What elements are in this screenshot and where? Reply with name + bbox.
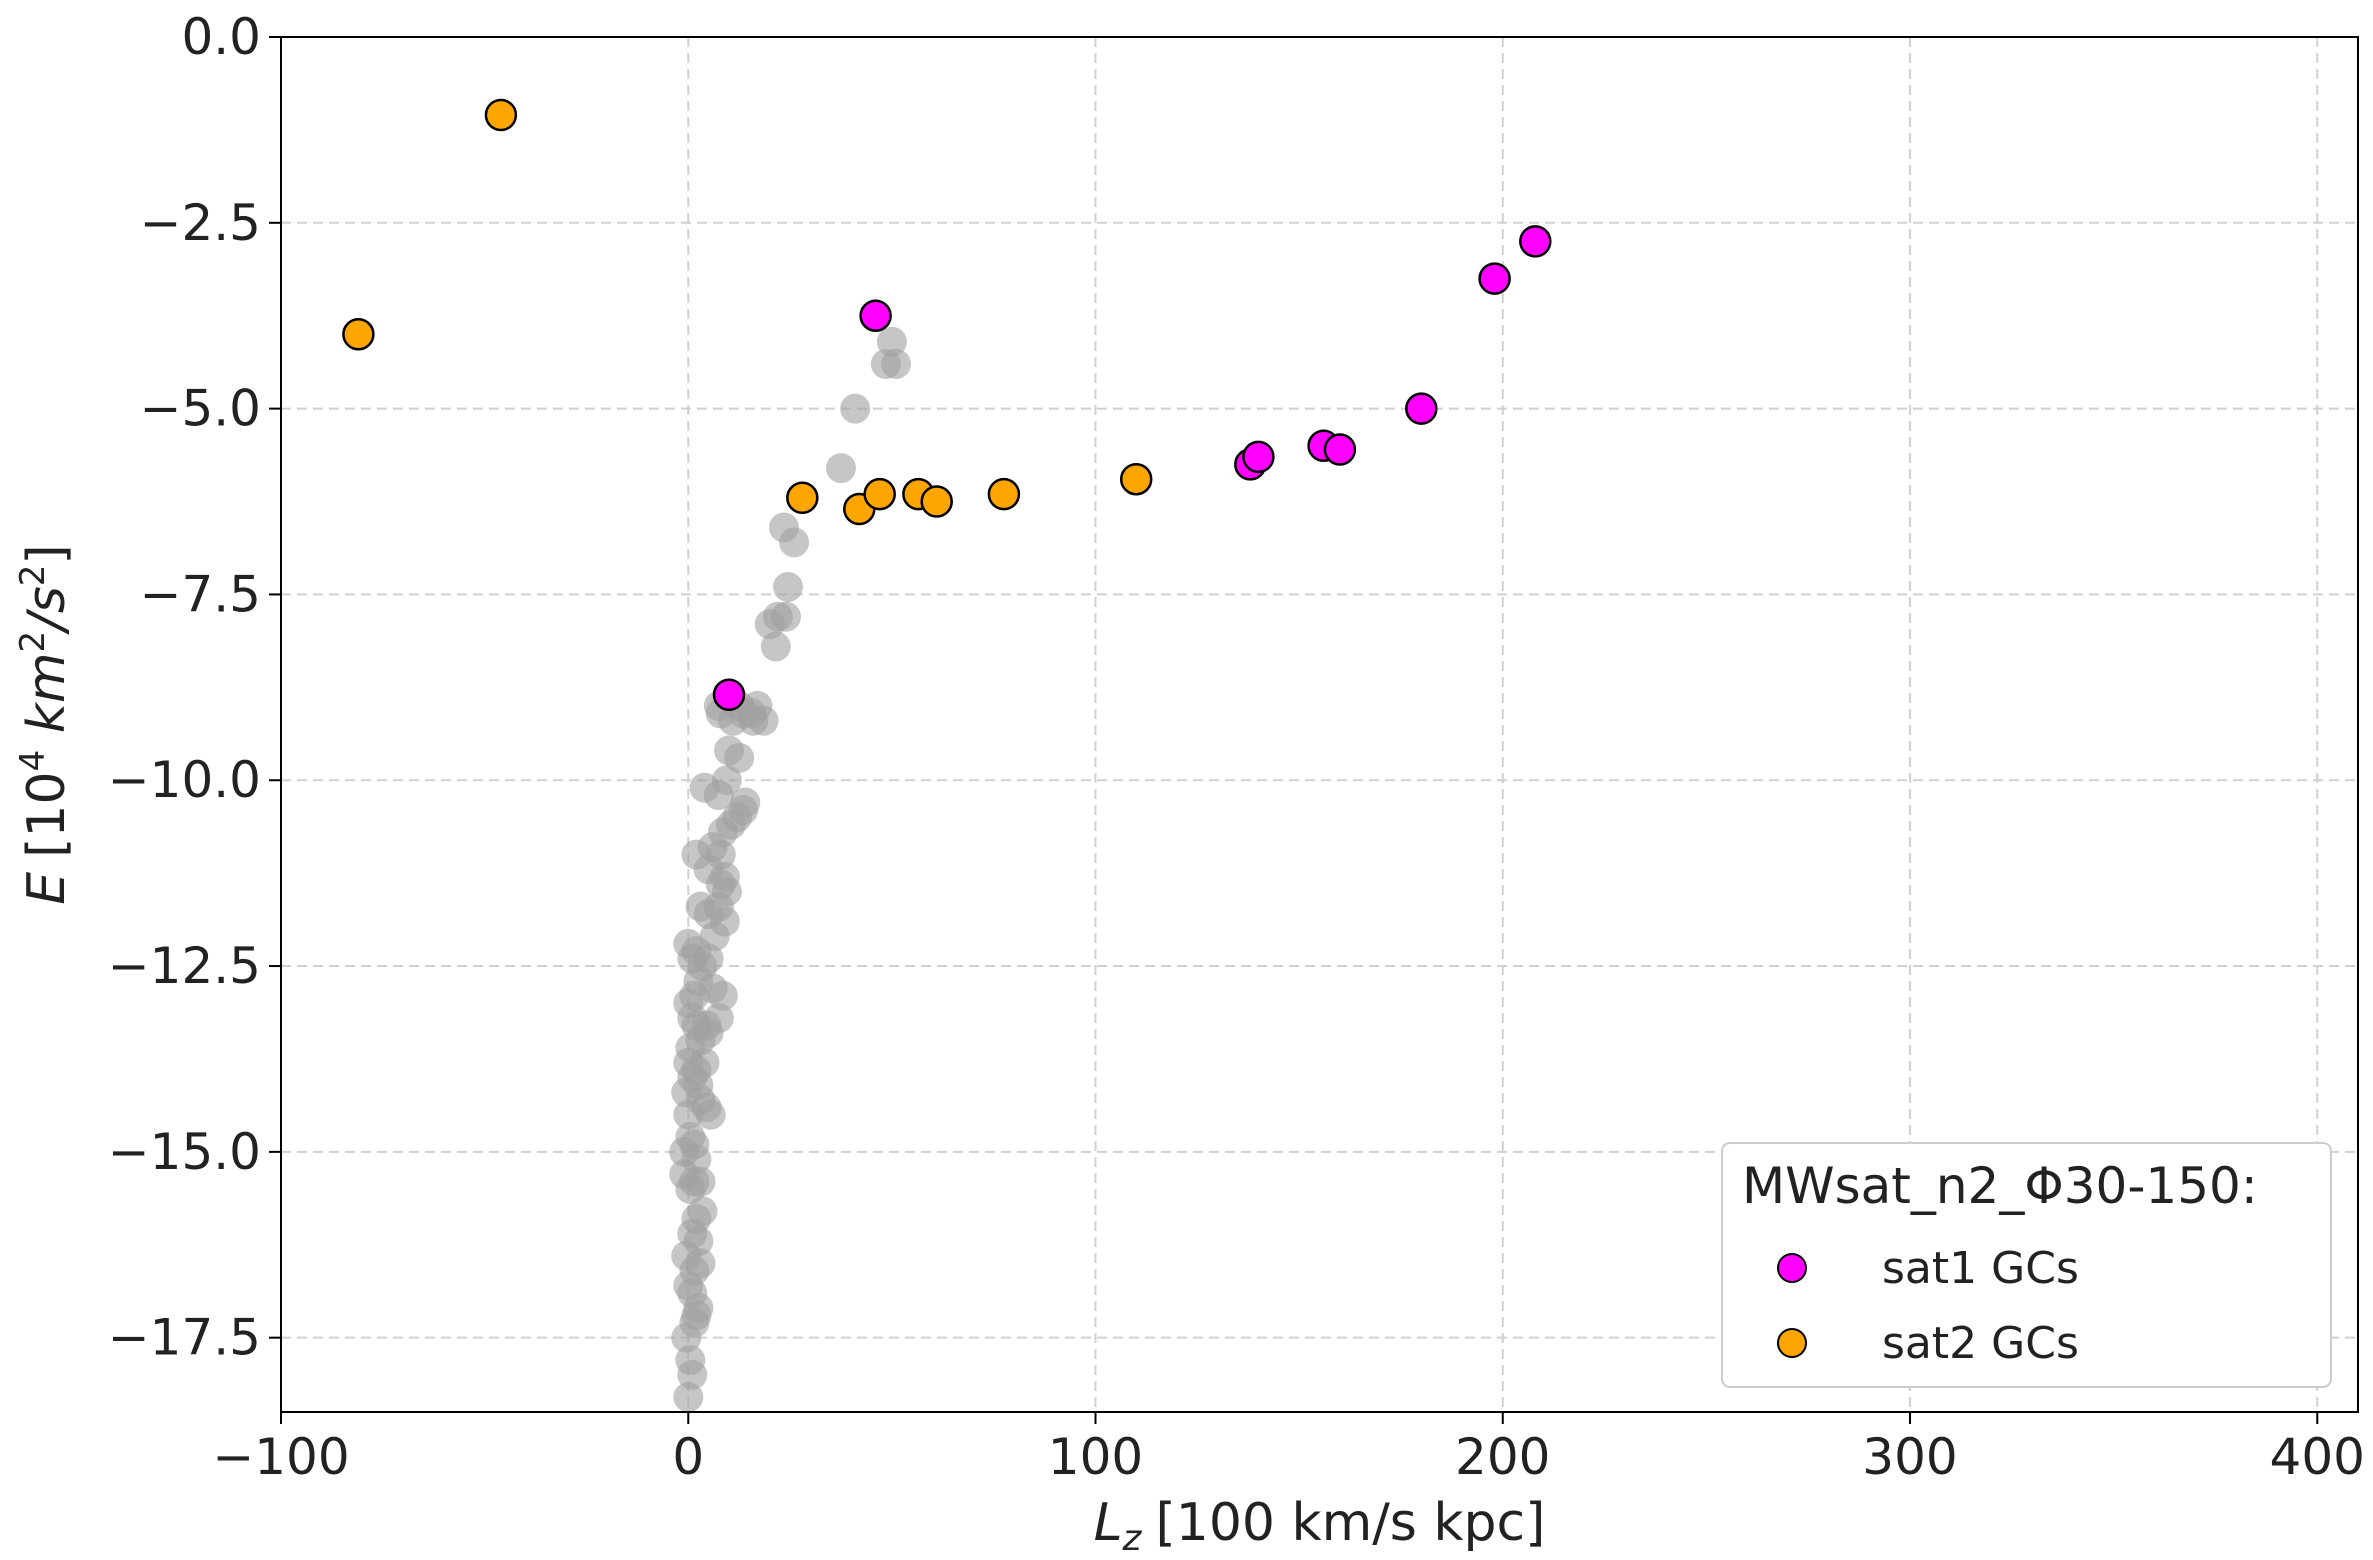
background-point (673, 1382, 704, 1413)
y-tick-label: 0.0 (181, 8, 261, 66)
y-label-exp3: 2 (13, 565, 53, 587)
background-point (714, 735, 744, 766)
y-axis-label: E[104 km2/s2] (13, 544, 77, 904)
y-tick-label: −15.0 (108, 1123, 261, 1181)
x-label-units: [100 km/s kpc] (1155, 1493, 1545, 1553)
y-tick-label: −17.5 (108, 1309, 261, 1367)
y-label-s: /s (17, 586, 77, 635)
legend-marker-sat1 (1777, 1253, 1807, 1283)
background-point (687, 1196, 718, 1227)
x-tick-label: 100 (1048, 1428, 1143, 1486)
sat1-point (1405, 392, 1438, 425)
background-point (675, 1345, 706, 1375)
x-tick-label: 0 (672, 1428, 704, 1486)
x-tick-label: 300 (1862, 1428, 1957, 1486)
background-point (677, 1278, 708, 1309)
background-point (881, 349, 911, 379)
background-point (728, 795, 759, 825)
background-point (695, 1099, 726, 1130)
axis-ticks: −100 0 100 200 300 400 0.0 −2.5 −5.0 −7.5 −10.0 −12… (108, 8, 2365, 1486)
y-tick-label: −12.5 (108, 937, 261, 995)
sat2-point (920, 485, 953, 518)
sat2-points (342, 98, 1153, 526)
background-point (771, 601, 801, 632)
y-label-suffix: ] (17, 544, 77, 564)
sat1-points (712, 225, 1552, 712)
sat2-point (484, 98, 518, 132)
y-tick-label: −2.5 (140, 194, 261, 252)
sat2-point (863, 477, 896, 511)
y-label-exp2: 2 (13, 631, 53, 653)
sat1-point (1478, 262, 1511, 295)
sat2-point (1119, 462, 1153, 496)
background-point (769, 512, 799, 543)
y-label-var: E (17, 872, 77, 905)
legend-title: MWsat_n2_Φ30-150: (1742, 1157, 2258, 1215)
y-label-prefix: [10 (17, 771, 77, 857)
sat1-point (1519, 225, 1552, 258)
x-label-var: L (1094, 1493, 1123, 1553)
x-tick-label: −100 (212, 1428, 349, 1486)
sat1-point (712, 678, 746, 712)
sat1-point (859, 299, 892, 332)
background-point (703, 1003, 734, 1034)
sat1-point (1242, 440, 1275, 474)
legend-box (1721, 1142, 2332, 1388)
y-tick-label: −7.5 (140, 565, 261, 623)
plot-frame (280, 36, 2359, 1413)
y-label-exp1: 4 (13, 750, 53, 772)
sat2-point (987, 477, 1021, 511)
x-label-sub: z (1122, 1518, 1143, 1559)
sat1-point (1323, 433, 1357, 466)
legend-label-sat1: sat1 GCs (1882, 1243, 2079, 1294)
sat2-point (342, 318, 375, 351)
legend-marker-sat2 (1777, 1328, 1807, 1358)
background-point (748, 705, 779, 736)
background-point (707, 980, 738, 1011)
y-tick-label: −10.0 (108, 751, 261, 809)
background-point (876, 326, 907, 357)
background-point (709, 906, 740, 937)
background-point (840, 393, 871, 424)
background-point (773, 572, 803, 602)
x-tick-label: 200 (1455, 1428, 1550, 1486)
legend: MWsat_n2_Φ30-150: sat1 GCs sat2 GCs (1721, 1142, 2332, 1388)
sat2-point (786, 481, 819, 515)
background-points (669, 326, 911, 1413)
legend-label-sat2: sat2 GCs (1882, 1318, 2079, 1369)
background-point (685, 1166, 716, 1197)
y-tick-label: −5.0 (140, 380, 261, 438)
background-point (679, 1129, 710, 1160)
background-point (826, 453, 856, 484)
x-axis-label: Lz [100 km/s kpc] (1094, 1493, 1546, 1559)
background-point (711, 765, 742, 796)
background-point (685, 891, 716, 922)
y-label-km: km (17, 652, 77, 749)
x-tick-label: 400 (2270, 1428, 2365, 1486)
